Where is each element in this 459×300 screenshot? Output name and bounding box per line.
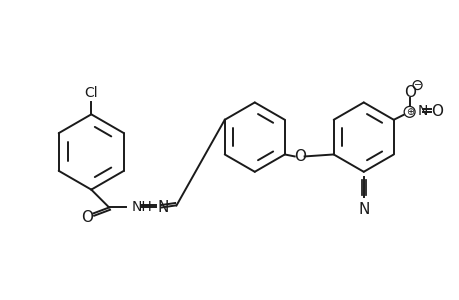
Text: −: −: [413, 80, 421, 90]
Text: N: N: [357, 202, 369, 217]
Text: Cl: Cl: [84, 86, 98, 100]
Text: O: O: [81, 210, 93, 225]
Text: N: N: [417, 104, 427, 118]
Text: ⊕: ⊕: [405, 107, 413, 117]
Text: NH: NH: [132, 200, 152, 214]
Text: O: O: [403, 85, 415, 100]
Text: O: O: [293, 149, 305, 164]
Text: O: O: [431, 104, 442, 119]
Text: N: N: [157, 200, 169, 215]
